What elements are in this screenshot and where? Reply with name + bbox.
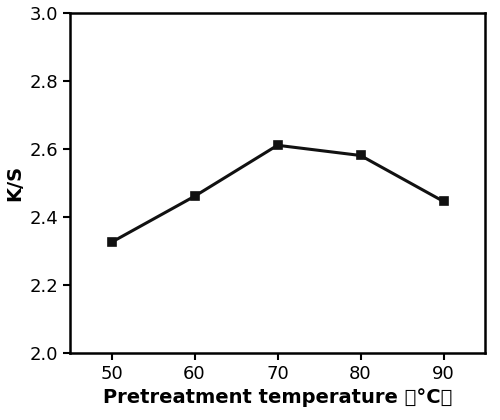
X-axis label: Pretreatment temperature （°C）: Pretreatment temperature （°C） (103, 388, 452, 407)
Y-axis label: K/S: K/S (5, 165, 24, 201)
